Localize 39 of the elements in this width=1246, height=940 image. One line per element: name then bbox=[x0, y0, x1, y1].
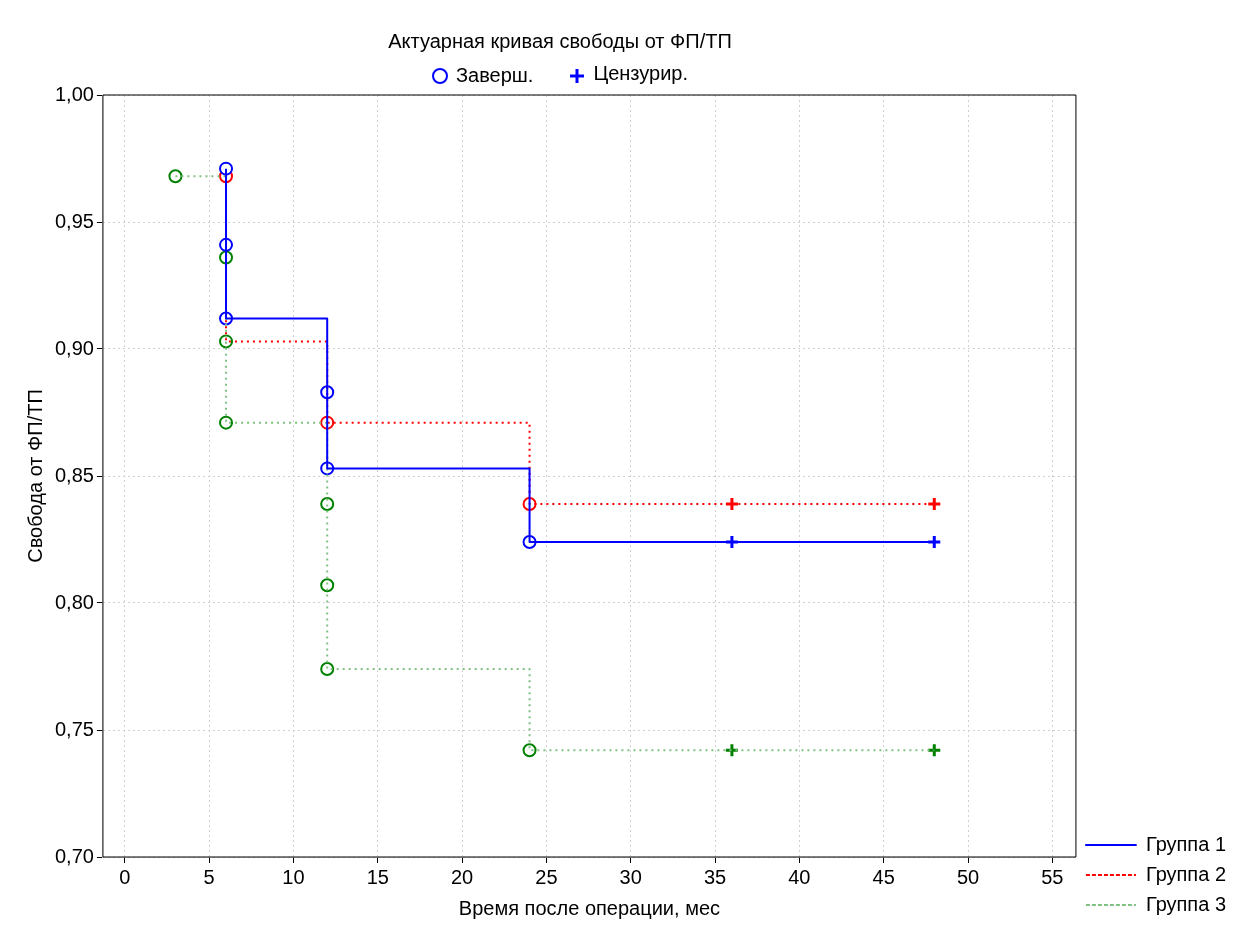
point bbox=[320, 578, 335, 593]
point bbox=[724, 742, 740, 758]
x-tick-label: 40 bbox=[788, 865, 811, 888]
y-tick-label: 0,90 bbox=[54, 336, 94, 359]
x-tick-label: 30 bbox=[619, 865, 642, 888]
y-tick-label: 0,80 bbox=[54, 590, 94, 613]
y-axis-title: Свобода от ФП/ТП bbox=[23, 389, 46, 563]
y-tick-label: 0,75 bbox=[54, 717, 94, 740]
x-tick-label: 55 bbox=[1041, 865, 1064, 888]
x-tick-label: 50 bbox=[956, 865, 980, 888]
point bbox=[168, 169, 183, 184]
point bbox=[926, 742, 942, 758]
x-tick-label: 15 bbox=[366, 865, 389, 888]
y-tick-label: 1,00 bbox=[54, 82, 94, 105]
x-tick-label: 25 bbox=[535, 865, 558, 888]
point bbox=[926, 534, 942, 550]
point bbox=[320, 496, 335, 511]
x-tick-label: 20 bbox=[450, 865, 474, 888]
point bbox=[724, 534, 740, 550]
chart-title: Актуарная кривая свободы от ФП/ТП bbox=[387, 30, 733, 53]
x-tick-label: 5 bbox=[203, 865, 215, 888]
point bbox=[219, 415, 234, 430]
legend-label: Цензурир. bbox=[593, 62, 689, 85]
x-tick-label: 10 bbox=[282, 865, 305, 888]
y-tick-label: 0,70 bbox=[54, 844, 94, 867]
point bbox=[320, 662, 335, 677]
legend-label: Заверш. bbox=[455, 64, 534, 87]
point bbox=[522, 743, 537, 758]
legend-label: Группа 1 bbox=[1145, 832, 1227, 855]
x-axis-title: Время после операции, мес bbox=[458, 896, 720, 919]
x-tick-label: 35 bbox=[703, 865, 727, 888]
point bbox=[926, 496, 942, 512]
point bbox=[724, 496, 740, 512]
x-tick-label: 45 bbox=[872, 865, 895, 888]
y-tick-label: 0,95 bbox=[54, 209, 94, 232]
legend-label: Группа 2 bbox=[1145, 862, 1227, 885]
legend-label: Группа 3 bbox=[1145, 892, 1227, 915]
y-tick-label: 0,85 bbox=[54, 463, 94, 486]
x-tick-label: 0 bbox=[119, 865, 131, 888]
